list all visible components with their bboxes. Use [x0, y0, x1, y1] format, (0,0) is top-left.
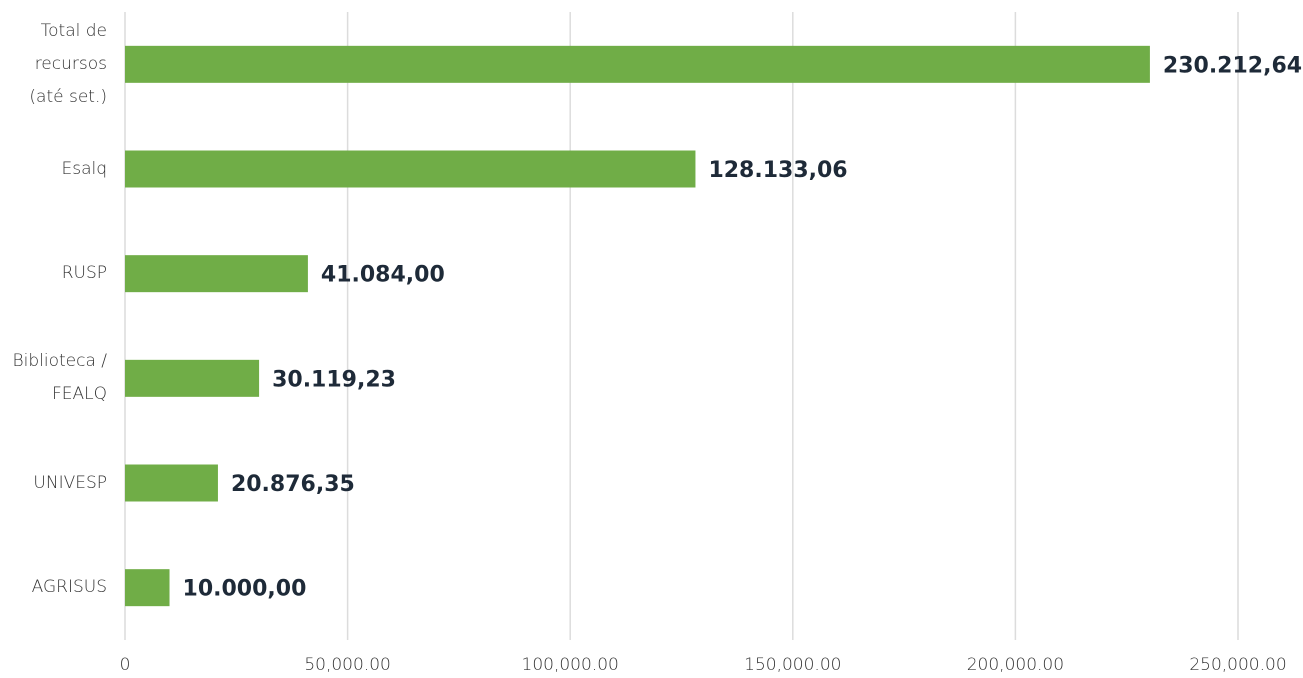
x-tick-label: 150,000.00 [744, 655, 841, 675]
bar [125, 45, 1150, 83]
category-label-box: UNIVESP [7, 423, 107, 543]
value-label: 41.084,00 [321, 263, 445, 288]
y-tick-label: AGRISUS [31, 577, 107, 598]
category-label-box: Esalq [7, 109, 107, 229]
y-tick-label: Esalq [61, 158, 107, 179]
bar [125, 464, 218, 502]
value-label: 30.119,23 [272, 367, 396, 392]
bar [125, 255, 308, 293]
value-label: 10.000,00 [183, 577, 307, 602]
value-label: 128.133,06 [708, 158, 847, 183]
bar [125, 359, 260, 397]
y-tick-label: Biblioteca / FEALQ [12, 351, 107, 405]
value-label: 230.212,64 [1163, 53, 1302, 78]
bar [125, 150, 696, 188]
category-label-box: Total de recursos (até set.) [7, 4, 107, 124]
x-tick-label: 50,000.00 [304, 655, 391, 675]
category-label-box: Biblioteca / FEALQ [7, 318, 107, 438]
bar [125, 569, 170, 607]
x-tick-label: 100,000.00 [522, 655, 619, 675]
x-tick-label: 0 [120, 655, 131, 675]
category-label-box: AGRISUS [7, 528, 107, 648]
category-label-box: RUSP [7, 214, 107, 334]
y-tick-label: Total de recursos (até set.) [29, 20, 107, 107]
x-tick-label: 250,000.00 [1189, 655, 1286, 675]
y-tick-label: RUSP [61, 263, 107, 284]
value-label: 20.876,35 [231, 472, 355, 497]
y-tick-label: UNIVESP [33, 472, 107, 493]
x-tick-label: 200,000.00 [967, 655, 1064, 675]
